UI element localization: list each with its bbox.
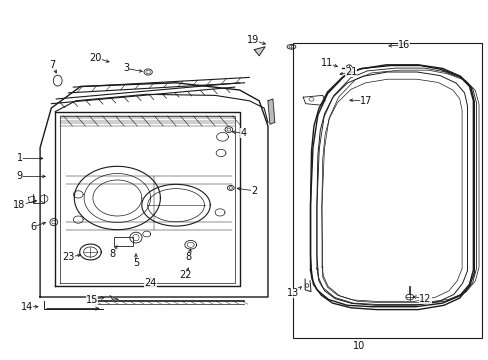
Text: 11: 11	[320, 58, 332, 68]
Text: 9: 9	[17, 171, 22, 181]
Text: 19: 19	[246, 35, 259, 45]
Text: 23: 23	[62, 252, 75, 262]
Text: 20: 20	[89, 53, 102, 63]
Text: 22: 22	[179, 270, 192, 280]
Text: 6: 6	[30, 222, 36, 232]
Text: 2: 2	[251, 186, 257, 196]
Ellipse shape	[346, 65, 351, 72]
Polygon shape	[254, 47, 264, 56]
Text: 24: 24	[144, 278, 157, 288]
Text: 5: 5	[133, 258, 139, 268]
Text: 18: 18	[13, 200, 26, 210]
Text: 10: 10	[352, 341, 365, 351]
Text: 8: 8	[185, 252, 191, 262]
Text: 13: 13	[286, 288, 299, 298]
Text: 14: 14	[20, 302, 33, 312]
Text: 3: 3	[123, 63, 129, 73]
Bar	[293, 43, 481, 338]
Text: 7: 7	[50, 60, 56, 70]
Text: 1: 1	[17, 153, 22, 163]
Text: 8: 8	[109, 249, 115, 259]
Text: 12: 12	[418, 294, 431, 304]
Ellipse shape	[405, 294, 413, 300]
Polygon shape	[110, 296, 118, 301]
Text: 16: 16	[397, 40, 409, 50]
Text: 4: 4	[240, 128, 246, 138]
Text: 21: 21	[344, 67, 357, 77]
Polygon shape	[267, 99, 274, 124]
Text: 15: 15	[85, 294, 98, 305]
Bar	[114, 237, 132, 246]
Text: 17: 17	[359, 96, 371, 106]
